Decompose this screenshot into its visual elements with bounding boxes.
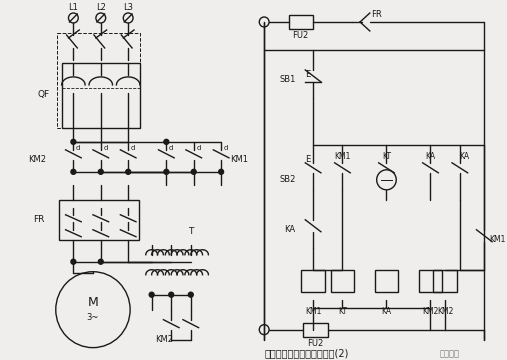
Text: KM1: KM1 xyxy=(489,235,505,244)
Circle shape xyxy=(164,139,169,144)
Circle shape xyxy=(149,292,154,297)
Bar xyxy=(62,63,140,128)
Text: d: d xyxy=(169,145,173,151)
Circle shape xyxy=(126,169,131,174)
Text: KA: KA xyxy=(284,225,296,234)
Bar xyxy=(419,270,442,292)
Text: d: d xyxy=(76,145,81,151)
Text: KA: KA xyxy=(381,307,391,316)
Text: KA: KA xyxy=(460,152,470,161)
Text: 电工培训: 电工培训 xyxy=(440,349,460,358)
Text: KM2: KM2 xyxy=(28,155,46,164)
Text: L1: L1 xyxy=(68,4,78,13)
Bar xyxy=(288,15,313,29)
Circle shape xyxy=(71,139,76,144)
Circle shape xyxy=(71,169,76,174)
Bar xyxy=(57,33,140,128)
Text: E: E xyxy=(306,71,311,80)
Bar xyxy=(301,270,325,292)
Text: d: d xyxy=(196,145,201,151)
Bar xyxy=(331,270,354,292)
Circle shape xyxy=(169,292,174,297)
Text: KA: KA xyxy=(425,152,436,161)
Circle shape xyxy=(71,259,76,264)
Circle shape xyxy=(164,169,169,174)
Text: L3: L3 xyxy=(123,4,133,13)
Text: d: d xyxy=(131,145,135,151)
Text: M: M xyxy=(88,296,98,309)
Text: KM1: KM1 xyxy=(230,155,248,164)
Text: QF: QF xyxy=(38,90,50,99)
Bar xyxy=(375,270,398,292)
Text: KM2: KM2 xyxy=(422,307,439,316)
Text: KT: KT xyxy=(338,307,347,316)
Bar xyxy=(59,200,139,240)
Text: FR: FR xyxy=(33,215,45,224)
Text: d: d xyxy=(224,145,228,151)
Text: T: T xyxy=(188,227,194,236)
Text: SB1: SB1 xyxy=(279,75,296,84)
Text: KM1: KM1 xyxy=(334,152,351,161)
Text: SB2: SB2 xyxy=(279,175,296,184)
Text: 自耦變壓器減壓起動控電路(2): 自耦變壓器減壓起動控電路(2) xyxy=(264,348,348,359)
Text: FU2: FU2 xyxy=(292,31,308,40)
Text: FR: FR xyxy=(371,10,382,19)
Text: KM2: KM2 xyxy=(437,307,453,316)
Circle shape xyxy=(98,169,103,174)
Text: L2: L2 xyxy=(96,4,106,13)
Bar xyxy=(303,323,328,337)
Text: KM2: KM2 xyxy=(155,335,173,344)
Text: d: d xyxy=(103,145,108,151)
Text: KM1: KM1 xyxy=(305,307,321,316)
Circle shape xyxy=(188,292,193,297)
Text: 3~: 3~ xyxy=(87,313,99,322)
Text: E: E xyxy=(306,155,311,164)
Circle shape xyxy=(219,169,224,174)
Text: FU2: FU2 xyxy=(307,339,323,348)
Circle shape xyxy=(98,259,103,264)
Circle shape xyxy=(191,169,196,174)
Text: KT: KT xyxy=(382,152,391,161)
Bar xyxy=(433,270,457,292)
